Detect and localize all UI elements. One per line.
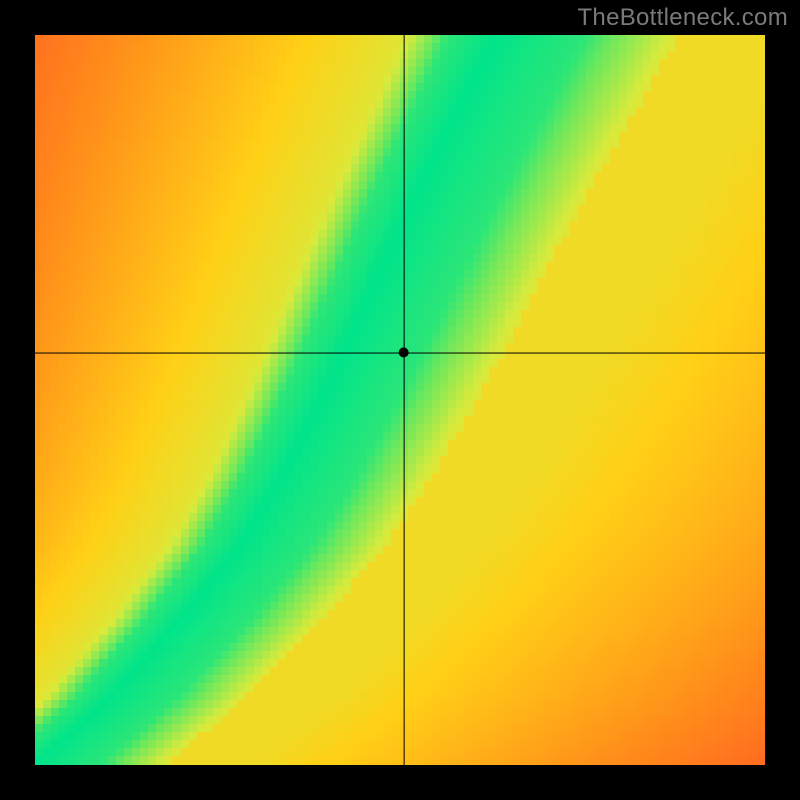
watermark-label: TheBottleneck.com	[577, 4, 788, 32]
chart-frame: TheBottleneck.com	[0, 0, 800, 800]
heatmap-canvas	[35, 35, 765, 765]
heatmap-plot	[35, 35, 765, 765]
